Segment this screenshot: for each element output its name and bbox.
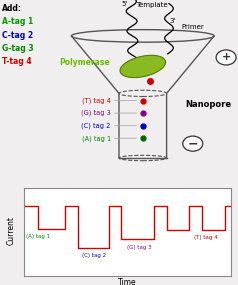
Text: 5': 5'	[121, 1, 128, 7]
Text: (A) tag 1: (A) tag 1	[82, 135, 111, 142]
Text: (G) tag 3: (G) tag 3	[127, 245, 152, 250]
Text: T-tag 4: T-tag 4	[2, 58, 32, 66]
Text: +: +	[222, 52, 231, 62]
Text: −: −	[188, 137, 198, 150]
Text: C-tag 2: C-tag 2	[2, 30, 34, 40]
Text: A-tag 1: A-tag 1	[2, 17, 34, 26]
Text: (A) tag 1: (A) tag 1	[26, 234, 50, 239]
Text: G-tag 3: G-tag 3	[2, 44, 34, 53]
Text: Template: Template	[136, 2, 167, 8]
Text: 3': 3'	[169, 18, 175, 24]
Text: Current: Current	[7, 216, 16, 245]
Text: (T) tag 4: (T) tag 4	[193, 235, 217, 240]
Text: (G) tag 3: (G) tag 3	[81, 110, 111, 116]
Text: (C) tag 2: (C) tag 2	[82, 253, 106, 258]
Circle shape	[183, 136, 203, 151]
Text: (C) tag 2: (C) tag 2	[81, 123, 111, 129]
Circle shape	[216, 50, 236, 65]
Text: Nanopore: Nanopore	[186, 100, 232, 109]
Text: Add:: Add:	[2, 4, 22, 13]
Ellipse shape	[120, 55, 166, 78]
X-axis label: Time: Time	[118, 278, 137, 285]
Text: (T) tag 4: (T) tag 4	[82, 97, 111, 104]
Text: Primer: Primer	[181, 24, 204, 30]
Text: Polymerase: Polymerase	[60, 58, 110, 67]
